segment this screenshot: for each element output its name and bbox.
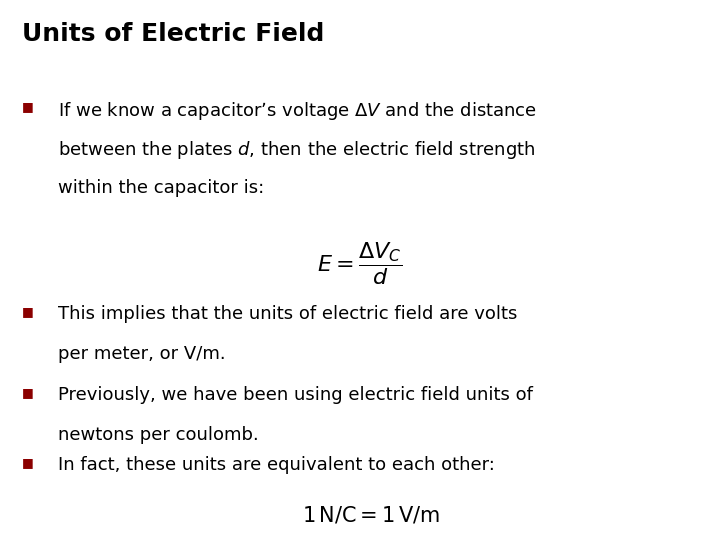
Text: ■: ■: [22, 456, 33, 469]
Text: In fact, these units are equivalent to each other:: In fact, these units are equivalent to e…: [58, 456, 495, 474]
Text: This implies that the units of electric field are volts: This implies that the units of electric …: [58, 305, 517, 323]
Text: ■: ■: [22, 305, 33, 318]
Text: newtons per coulomb.: newtons per coulomb.: [58, 426, 258, 443]
Text: $1 \, \mathrm{N/C} = 1 \, \mathrm{V/m}$: $1 \, \mathrm{N/C} = 1 \, \mathrm{V/m}$: [302, 505, 441, 526]
Text: within the capacitor is:: within the capacitor is:: [58, 179, 264, 197]
Text: If we know a capacitor’s voltage $\Delta V$ and the distance: If we know a capacitor’s voltage $\Delta…: [58, 100, 536, 122]
Text: ■: ■: [22, 386, 33, 399]
Text: between the plates $d$, then the electric field strength: between the plates $d$, then the electri…: [58, 139, 535, 161]
Text: Units of Electric Field: Units of Electric Field: [22, 22, 324, 45]
Text: ■: ■: [22, 100, 33, 113]
Text: Previously, we have been using electric field units of: Previously, we have been using electric …: [58, 386, 533, 404]
Text: per meter, or V/m.: per meter, or V/m.: [58, 345, 225, 362]
Text: $E = \dfrac{\Delta V_C}{d}$: $E = \dfrac{\Delta V_C}{d}$: [318, 240, 402, 287]
